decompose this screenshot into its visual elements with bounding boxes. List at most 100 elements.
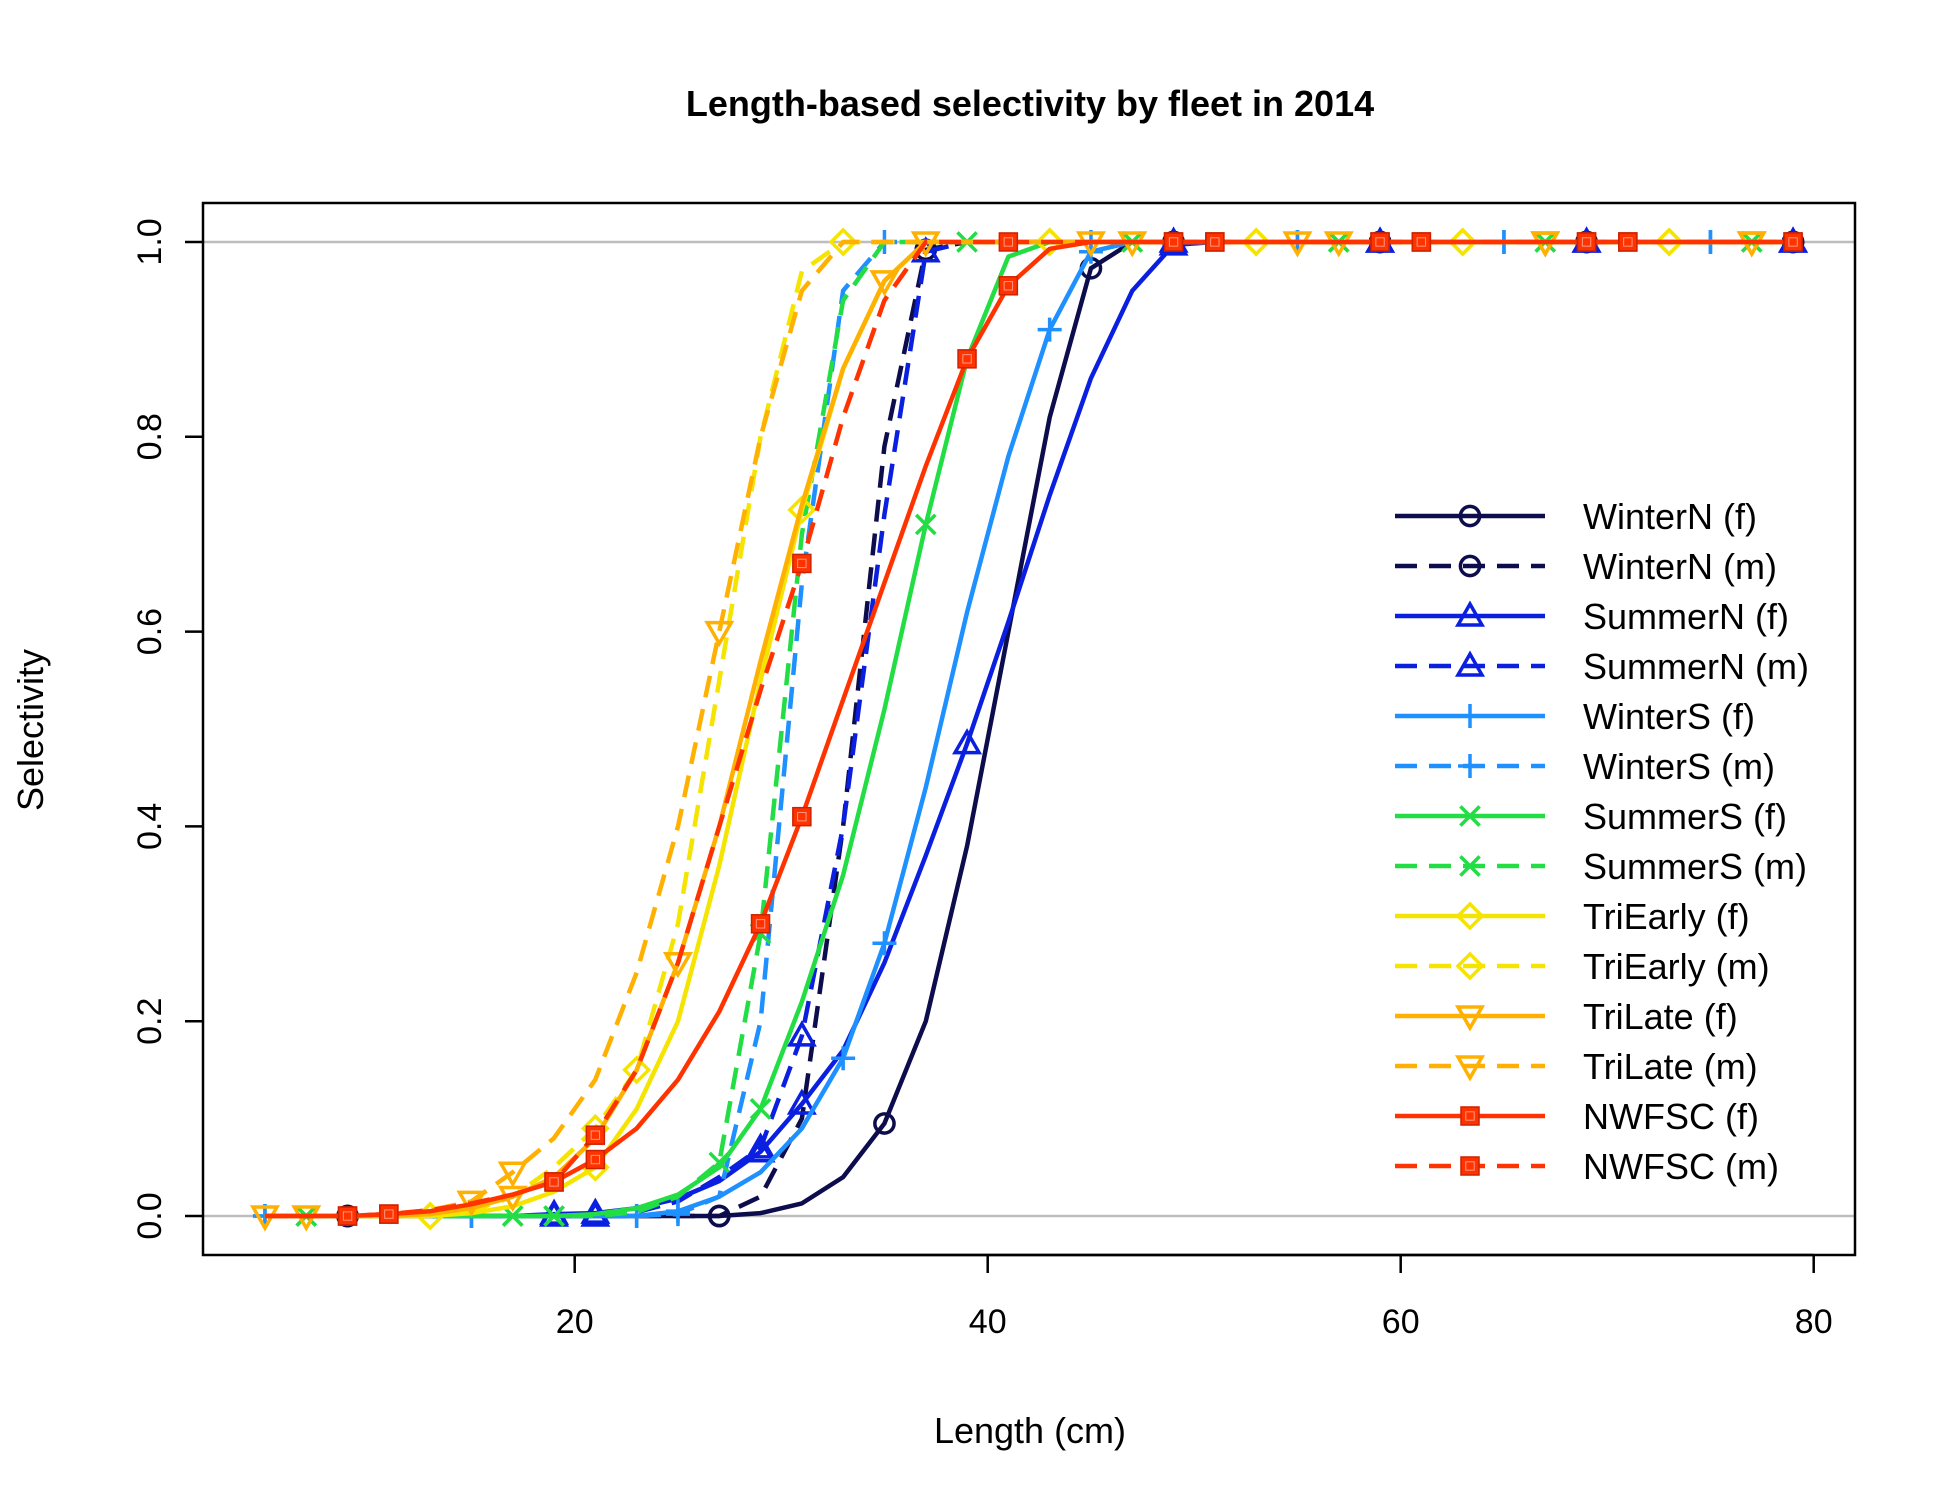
x-tick-label-3: 80: [1795, 1303, 1833, 1341]
series-2-point-3: [786, 1088, 817, 1115]
series-13-point-9: [1411, 232, 1432, 252]
legend-marker-8: [1455, 901, 1485, 931]
series-13-point-8-inner: [1375, 237, 1385, 247]
series-13-point-5-inner: [1003, 237, 1014, 247]
y-tick-label-2: 0.4: [131, 803, 169, 850]
legend-label-8: TriEarly (f): [1583, 896, 1750, 937]
series-6-point-4: [914, 513, 937, 536]
series-3-point-2: [745, 1132, 776, 1159]
legend-item-8: TriEarly (f): [1395, 896, 1750, 937]
series-10-point-3: [869, 270, 900, 297]
legend-marker-12-inner: [1465, 1111, 1475, 1121]
series-12-point-3: [585, 1149, 606, 1170]
legend-label-11: TriLate (m): [1583, 1046, 1758, 1087]
legend-item-5: WinterS (m): [1395, 746, 1775, 787]
series-3-point-3: [786, 1020, 817, 1047]
legend-item-3: SummerN (m): [1395, 646, 1809, 687]
legend-item-6: SummerS (f): [1395, 796, 1787, 837]
series-13-point-11-inner: [1623, 237, 1633, 247]
series-10-point-2: [662, 952, 693, 979]
legend-label-13: NWFSC (m): [1583, 1146, 1779, 1187]
series-13-point-1: [379, 1204, 399, 1224]
series-13-point-4: [792, 553, 812, 574]
series-13-point-5: [998, 232, 1019, 252]
series-11-point-4: [910, 231, 941, 258]
legend-marker-13-inner: [1465, 1161, 1475, 1171]
series-9: [264, 227, 1793, 1231]
legend-marker-2: [1454, 600, 1486, 627]
legend-label-2: SummerN (f): [1583, 596, 1789, 637]
series-5-point-3: [665, 1202, 690, 1227]
legend-item-13: NWFSC (m): [1395, 1146, 1779, 1187]
series-13-point-3-inner: [590, 1130, 601, 1140]
legend-label-5: WinterS (m): [1583, 746, 1775, 787]
series-12-point-7: [998, 276, 1019, 296]
series-4-point-5: [872, 931, 897, 956]
legend-item-2: SummerN (f): [1395, 596, 1789, 637]
legend-marker-1: [1458, 554, 1482, 578]
legend-item-1: WinterN (m): [1395, 546, 1777, 587]
series-12-point-7-inner: [1003, 281, 1014, 291]
series-12-point-6: [957, 349, 977, 369]
series-4-point-4: [831, 1046, 856, 1071]
legend-item-0: WinterN (f): [1395, 496, 1757, 537]
legend-marker-4: [1458, 704, 1482, 728]
series-0-point-2: [873, 1112, 896, 1135]
legend-label-1: WinterN (m): [1583, 546, 1777, 587]
y-axis-label: Selectivity: [10, 649, 51, 811]
series-10: [264, 231, 1793, 1232]
series-7-point-3: [708, 1151, 731, 1174]
legend-marker-7: [1459, 855, 1481, 877]
series-13-point-12: [1783, 232, 1803, 252]
series-2-point-4: [952, 728, 983, 755]
series-13-point-1-inner: [384, 1209, 394, 1219]
legend-item-4: WinterS (f): [1395, 696, 1755, 737]
series-5: [252, 229, 1793, 1229]
series-13-point-9-inner: [1416, 237, 1427, 247]
series-13-point-6-inner: [1168, 237, 1179, 247]
series-8: [264, 227, 1793, 1231]
series-12-point-3-inner: [590, 1154, 601, 1165]
legend-label-4: WinterS (f): [1583, 696, 1755, 737]
series-7: [264, 231, 1793, 1227]
series-12-point-4: [750, 914, 771, 934]
y-tick-label-5: 1.0: [131, 218, 169, 265]
series-13-point-7: [1205, 232, 1225, 252]
legend-label-9: TriEarly (m): [1583, 946, 1770, 987]
y-tick-label-0: 0.0: [131, 1192, 169, 1239]
series-13-point-0: [337, 1206, 358, 1226]
series-13-point-2: [544, 1172, 564, 1192]
legend-label-6: SummerS (f): [1583, 796, 1787, 837]
y-tick-label-1: 0.2: [131, 998, 169, 1045]
x-tick-label-1: 40: [969, 1303, 1007, 1341]
legend-label-3: SummerN (m): [1583, 646, 1809, 687]
series-13-point-12-inner: [1788, 237, 1798, 247]
series-4: [252, 229, 1793, 1229]
series-13-point-10: [1576, 232, 1597, 252]
legend-item-11: TriLate (m): [1395, 1046, 1758, 1087]
legend-marker-10: [1454, 1005, 1486, 1032]
series-6-point-3: [749, 1098, 772, 1120]
legend-label-12: NWFSC (f): [1583, 1096, 1759, 1137]
series-2-point-2: [745, 1136, 776, 1163]
x-tick-label-0: 20: [556, 1303, 594, 1341]
series-9-point-6: [1448, 227, 1478, 257]
series-1-point-1: [707, 1204, 731, 1228]
legend-marker-12: [1460, 1106, 1480, 1126]
legend-label-10: TriLate (f): [1583, 996, 1738, 1037]
series-11-point-2: [497, 1161, 528, 1188]
legend-item-12: NWFSC (f): [1395, 1096, 1759, 1137]
series-13-point-11: [1618, 232, 1638, 252]
series-11-point-3: [704, 620, 735, 648]
series-12-point-6-inner: [962, 354, 972, 364]
series-8-point-2: [787, 495, 817, 525]
x-tick-label-2: 60: [1382, 1303, 1420, 1341]
series-12-point-5-inner: [797, 811, 807, 822]
series-9-point-3: [828, 227, 858, 257]
series-9-point-5: [1241, 227, 1271, 257]
series-9-point-4: [1035, 227, 1065, 257]
series-13-point-4-inner: [797, 558, 807, 569]
series-13-point-2-inner: [549, 1177, 559, 1187]
series-13-point-8: [1370, 232, 1390, 252]
